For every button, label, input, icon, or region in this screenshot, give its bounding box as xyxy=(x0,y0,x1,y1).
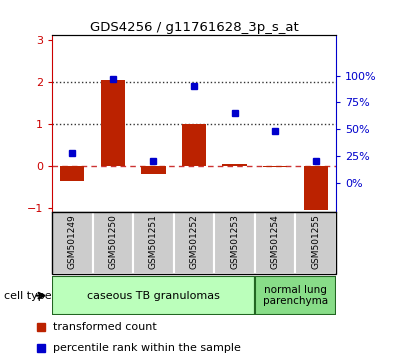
Text: GSM501254: GSM501254 xyxy=(271,214,280,269)
Bar xyxy=(182,124,206,166)
Text: GSM501252: GSM501252 xyxy=(190,214,198,269)
Bar xyxy=(214,212,255,274)
Text: normal lung
parenchyma: normal lung parenchyma xyxy=(263,285,328,307)
Bar xyxy=(133,212,174,274)
Text: transformed count: transformed count xyxy=(53,322,157,332)
Text: cell type: cell type xyxy=(4,291,52,301)
Text: GSM501253: GSM501253 xyxy=(230,214,239,269)
Text: GSM501255: GSM501255 xyxy=(311,214,320,269)
Text: caseous TB granulomas: caseous TB granulomas xyxy=(87,291,220,301)
Bar xyxy=(52,212,92,274)
Bar xyxy=(92,212,133,274)
Text: percentile rank within the sample: percentile rank within the sample xyxy=(53,343,241,353)
Bar xyxy=(263,166,287,167)
Bar xyxy=(101,80,125,166)
Bar xyxy=(304,166,328,210)
Bar xyxy=(255,212,296,274)
Bar xyxy=(222,164,247,166)
Title: GDS4256 / g11761628_3p_s_at: GDS4256 / g11761628_3p_s_at xyxy=(90,21,298,34)
Bar xyxy=(141,166,166,175)
Bar xyxy=(52,276,255,315)
Bar xyxy=(174,212,214,274)
Text: GSM501251: GSM501251 xyxy=(149,214,158,269)
Bar xyxy=(296,212,336,274)
Text: GSM501249: GSM501249 xyxy=(68,214,77,269)
Bar xyxy=(255,276,336,315)
Bar xyxy=(60,166,84,181)
Text: GSM501250: GSM501250 xyxy=(108,214,117,269)
